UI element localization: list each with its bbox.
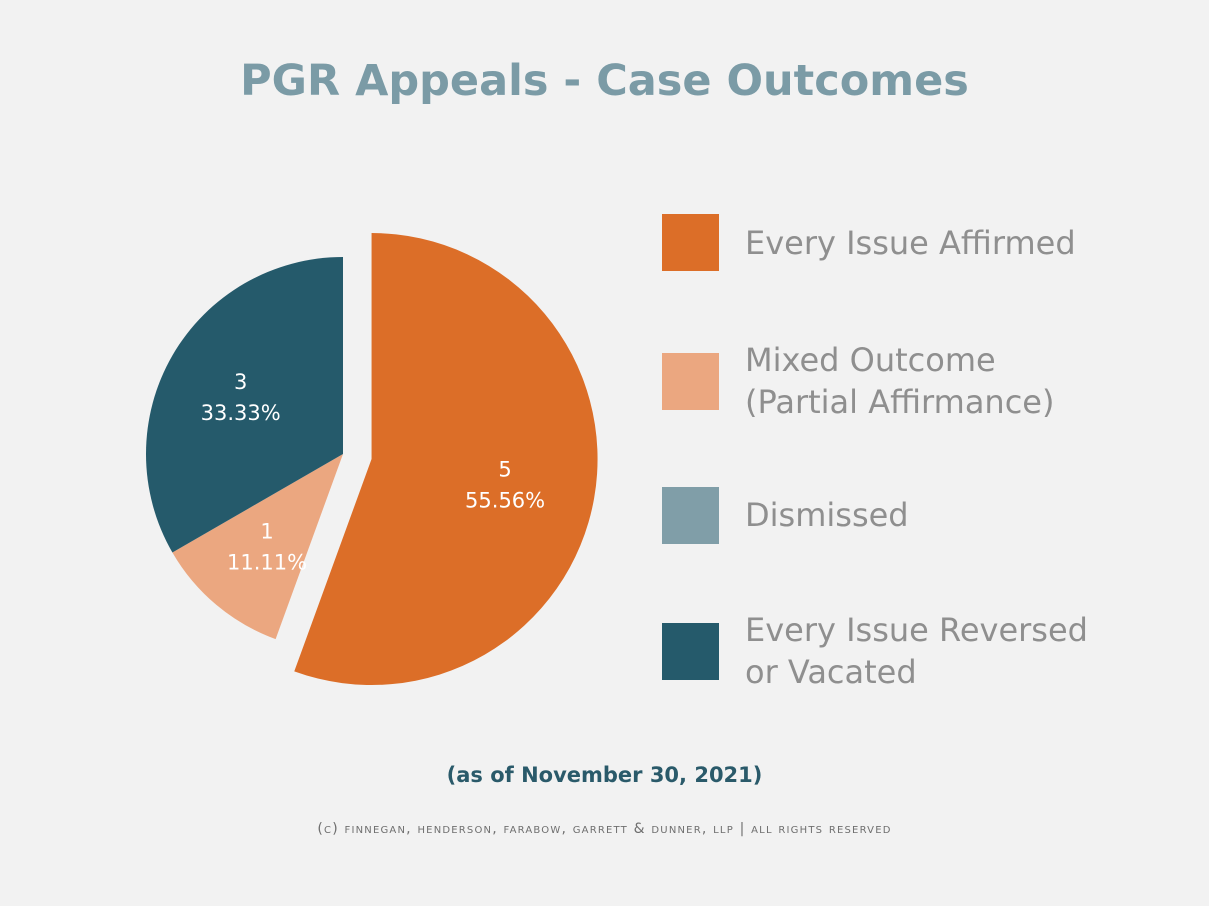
copyright-notice: (c) finnegan, henderson, farabow, garret… xyxy=(317,821,892,837)
slice-percent-label-every-issue-reversed-or-vacated: 33.33% xyxy=(201,401,281,425)
legend-swatch-every-issue-affirmed xyxy=(662,214,719,271)
chart-title: PGR Appeals - Case Outcomes xyxy=(240,56,969,106)
legend-label-dismissed: Dismissed xyxy=(745,496,909,534)
legend-swatch-mixed-outcome xyxy=(662,353,719,410)
legend-swatch-dismissed xyxy=(662,487,719,544)
slice-percent-label-every-issue-affirmed: 55.56% xyxy=(465,489,545,513)
slice-count-label-every-issue-reversed-or-vacated: 3 xyxy=(234,370,247,394)
legend-label-every-issue-affirmed: Every Issue Affirmed xyxy=(745,224,1076,262)
legend-swatch-every-issue-reversed xyxy=(662,623,719,680)
legend-label-every-issue-reversed: Every Issue Reversed or Vacated xyxy=(745,611,1088,691)
date-note: (as of November 30, 2021) xyxy=(446,763,763,787)
slice-count-label-mixed-outcome-partial-affirmance: 1 xyxy=(260,520,273,544)
pie-slice-every-issue-reversed-or-vacated xyxy=(146,257,343,553)
pie-slice-mixed-outcome-partial-affirmance xyxy=(172,454,343,640)
legend-label-mixed-outcome: Mixed Outcome (Partial Affirmance) xyxy=(745,341,1055,421)
slice-percent-label-mixed-outcome-partial-affirmance: 11.11% xyxy=(227,551,307,575)
pie-slice-every-issue-affirmed xyxy=(294,233,598,686)
slice-count-label-every-issue-affirmed: 5 xyxy=(498,458,511,482)
